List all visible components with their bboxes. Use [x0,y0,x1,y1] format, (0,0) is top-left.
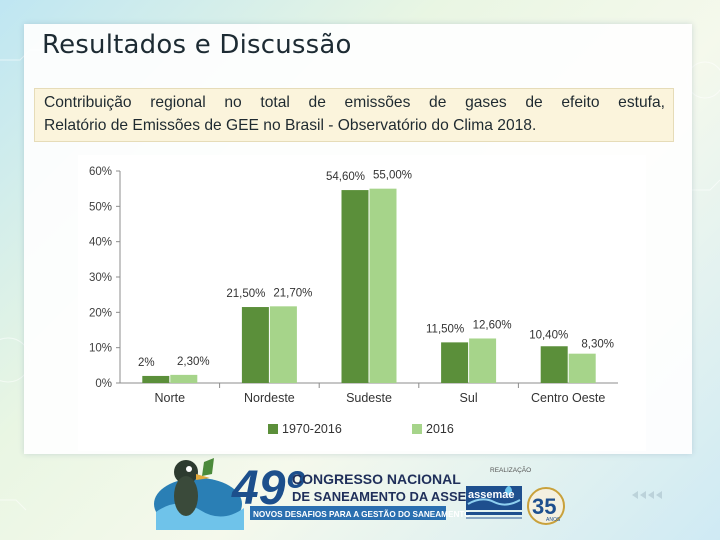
y-tick-label: 0% [95,378,112,390]
bar-1970-2016-Norte [142,375,170,383]
chart-caption: Contribuição regional no total de emissõ… [34,88,674,142]
slide-title: Resultados e Discussão [42,30,352,60]
y-tick-label: 10% [89,343,112,355]
x-category-label: Norte [155,391,186,405]
bar-chart: 0% 10% 20% 30% 40% 50% 60% 2% 2,30% Norte 21,50% 21… [78,155,646,451]
caption-line-2: Relatório de Emissões de GEE no Brasil -… [44,117,537,134]
data-label: 21,50% [226,288,265,300]
data-label: 54,60% [326,171,365,183]
footer-logos: 49º CONGRESSO NACIONAL DE SANEAMENTO DA … [154,458,565,530]
caption-line-1: Contribuição regional no total de emissõ… [44,94,665,111]
bar-1970-2016-Sul [441,342,469,383]
bar-2016-Centro Oeste [568,353,596,383]
bar-2016-Nordeste [269,306,297,383]
anniversary-badge: 35 ANOS [527,487,565,525]
data-label: 11,50% [426,323,464,335]
anniversary-number: 35 [532,494,556,519]
congress-mascot-logo [154,458,244,530]
x-category-label: Centro Oeste [531,391,605,405]
x-category-label: Nordeste [244,391,295,405]
y-tick-label: 30% [89,272,112,284]
bar-2016-Sul [469,338,497,383]
event-tagline: NOVOS DESAFIOS PARA A GESTÃO DO SANEAMEN… [253,509,471,519]
bar-1970-2016-Centro Oeste [540,346,568,383]
y-tick-label: 40% [89,237,112,249]
data-label: 12,60% [473,319,512,331]
data-label: 21,70% [273,287,312,299]
event-title-line-2: DE SANEAMENTO DA ASSEMAE [292,489,496,504]
data-label: 2,30% [177,356,210,368]
bar-chart-svg: 0% 10% 20% 30% 40% 50% 60% 2% 2,30% Norte 21,50% 21… [89,166,618,436]
y-tick-label: 20% [89,307,112,319]
event-title-line-1: CONGRESSO NACIONAL [292,471,461,487]
bar-1970-2016-Nordeste [241,307,269,383]
data-label: 2% [138,357,155,369]
data-label: 10,40% [529,329,568,341]
realizacao-label: REALIZAÇÃO [490,465,531,474]
x-category-label: Sul [460,391,478,405]
legend-swatch [412,424,422,434]
legend-label: 1970-2016 [282,422,342,436]
bar-2016-Norte [170,374,198,383]
data-label: 8,30% [581,339,614,351]
data-label: 55,00% [373,170,412,182]
legend-label: 2016 [426,422,454,436]
bar-1970-2016-Sudeste [341,190,369,383]
bar-2016-Sudeste [369,188,397,383]
assemae-name: assemae [468,489,515,501]
anniversary-unit: ANOS [546,517,561,523]
assemae-logo: assemae [466,486,522,519]
legend-swatch [268,424,278,434]
y-tick-label: 60% [89,166,112,178]
x-category-label: Sudeste [346,391,392,405]
y-tick-label: 50% [89,201,112,213]
